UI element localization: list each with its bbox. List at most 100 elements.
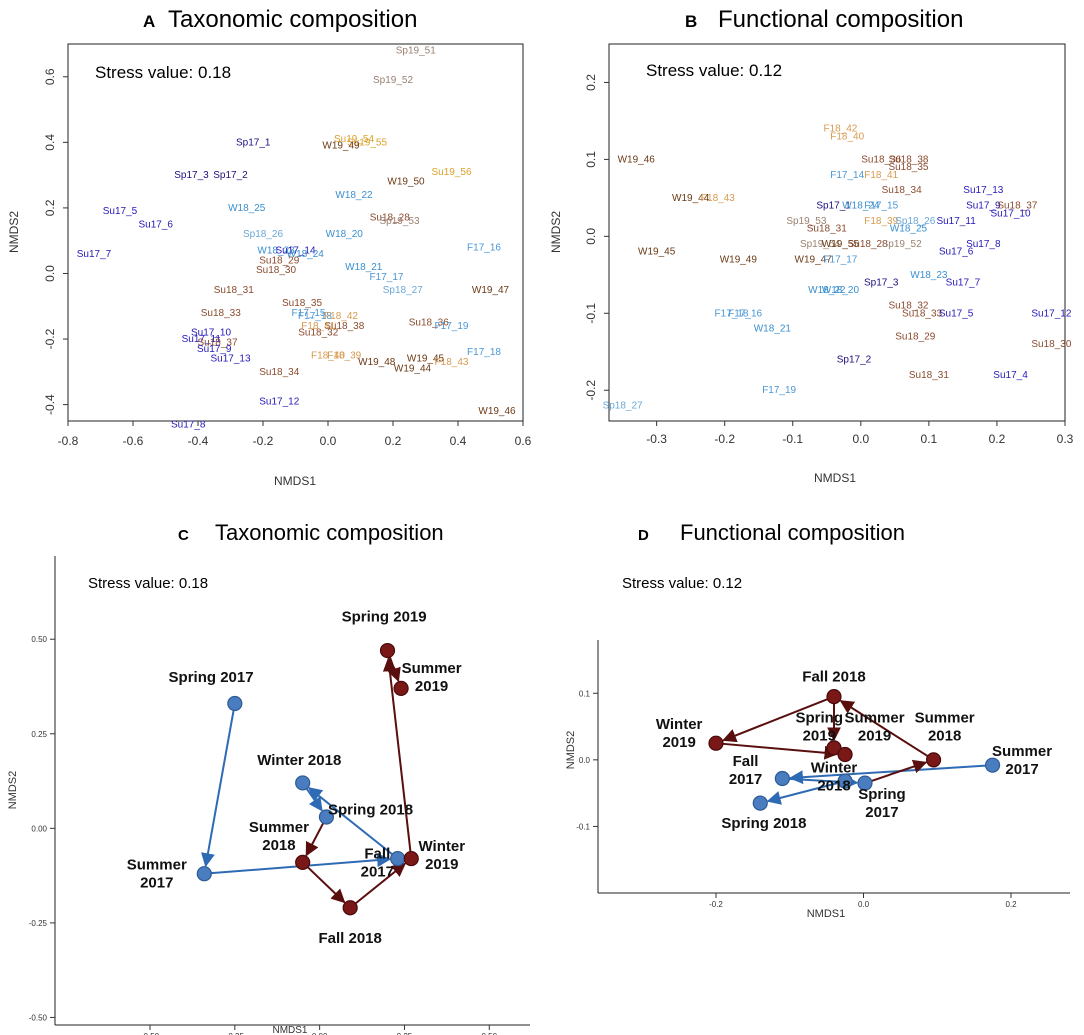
season-point (837, 746, 853, 763)
y-tick-label: 0.1 (584, 151, 598, 168)
season-point (342, 900, 358, 916)
trajectory-arrow (766, 781, 839, 805)
x-tick-label: -0.4 (188, 434, 209, 448)
sample-point-label: Su18_31 (214, 285, 254, 296)
sample-point-label: Su17_11 (936, 216, 976, 227)
sample-point-label: Sp18_27 (383, 285, 423, 296)
sample-point-label: Su18_38 (324, 321, 364, 332)
y-tick-label: 0.2 (584, 74, 598, 91)
season-label: 2017 (140, 875, 173, 892)
sample-point-label: Su18_30 (256, 265, 296, 276)
sample-point-label: Su18_31 (909, 370, 949, 381)
sample-point-label: W18_23 (257, 246, 295, 257)
x-tick-label: 0.0 (320, 434, 337, 448)
season-label: Winter 2018 (257, 752, 341, 769)
y-tick-label: 0.00 (31, 824, 47, 833)
y-tick-label: -0.4 (43, 394, 57, 415)
trajectory-arrow (387, 656, 401, 683)
season-label: Spring 2017 (169, 669, 254, 686)
x-tick-label: 0.2 (385, 434, 402, 448)
y-tick-label: 0.4 (43, 134, 57, 151)
sample-point-label: Su18_31 (807, 224, 847, 235)
season-point (984, 757, 1001, 773)
sample-point-label: W19_55 (822, 239, 860, 250)
sample-point-label: W18_23 (910, 270, 948, 281)
sample-point-label: W19_50 (387, 177, 425, 188)
panel-c-letter: C (178, 527, 189, 544)
sample-point-label: Su18_36 (409, 318, 449, 329)
season-point (318, 809, 335, 825)
sample-point-label: W18_25 (890, 224, 928, 235)
sample-point-label: Su18_29 (895, 331, 935, 342)
trajectory-arrow (305, 788, 323, 812)
panel-b-letter: B (685, 12, 697, 31)
sample-point-label: Su17_9 (197, 344, 232, 355)
sample-point-label: Sp19_51 (396, 46, 436, 57)
sample-point-label: W18_21 (754, 324, 792, 335)
season-label: Spring 2019 (342, 609, 427, 626)
y-tick-label: 0.6 (43, 68, 57, 85)
sample-point-label: W19_48 (358, 357, 396, 368)
sample-point-label: Su17_7 (946, 278, 981, 289)
x-tick-label: -0.6 (123, 434, 144, 448)
sample-point-label: Sp17_2 (213, 170, 248, 181)
sample-point-label: Su17_6 (139, 219, 174, 230)
x-tick-label: 0.0 (852, 432, 869, 446)
x-tick-label: -0.2 (709, 900, 723, 909)
panel-b-plot-area (608, 43, 1066, 422)
panel-b-stress: Stress value: 0.12 (646, 61, 782, 80)
panel-b: B Functional composition Stress value: 0… (549, 6, 1074, 485)
sample-point-label: Su19_55 (347, 137, 387, 148)
sample-point-label: Su18_34 (259, 367, 299, 378)
season-point (857, 775, 873, 791)
sample-point-label: Su18_36 (861, 154, 901, 165)
season-point (752, 795, 768, 811)
season-label: Summer (992, 743, 1052, 760)
sample-point-label: Su18_32 (888, 301, 928, 312)
y-tick-label: 0.2 (43, 199, 57, 216)
season-label: 2017 (361, 863, 394, 880)
season-point (403, 850, 419, 867)
sample-point-label: F18_41 (301, 321, 335, 332)
trajectory-arrow (307, 866, 346, 904)
sample-point-label: Su17_8 (171, 419, 206, 430)
trajectory-arrow (722, 742, 839, 760)
season-label: 2019 (858, 728, 891, 745)
trajectory-arrow (788, 764, 986, 785)
sample-point-label: F18_42 (823, 124, 857, 135)
season-label: Winter (656, 716, 703, 733)
season-label: Winter (419, 838, 466, 855)
y-tick-label: -0.50 (29, 1013, 48, 1022)
sample-point-label: Sp19_53 (786, 216, 826, 227)
season-label: 2019 (415, 678, 448, 695)
sample-point-label: F17_16 (467, 242, 501, 253)
trajectory-arrow (722, 698, 828, 743)
season-point (925, 752, 942, 768)
panel-a-ylabel: NMDS2 (7, 211, 21, 253)
sample-point-label: Sp19_53 (379, 216, 419, 227)
panel-d: D Functional composition Stress value: 0… (565, 520, 1070, 920)
x-tick-label: -0.2 (253, 434, 274, 448)
season-point (295, 775, 311, 791)
panel-a-xlabel: NMDS1 (274, 474, 316, 488)
sample-point-label: F17_14 (830, 170, 864, 181)
panel-d-letter: D (638, 527, 649, 544)
season-label: Fall 2018 (802, 669, 865, 686)
sample-point-label: F18_43 (435, 357, 469, 368)
season-label: Fall 2018 (318, 930, 381, 947)
season-label: 2018 (817, 777, 850, 794)
sample-point-label: F18_40 (830, 131, 864, 142)
sample-point-label: Su17_12 (259, 396, 299, 407)
y-tick-label: 0.50 (31, 635, 47, 644)
season-label: Fall (733, 753, 759, 770)
sample-point-label: Sp17_1 (236, 137, 271, 148)
sample-point-label: Su18_30 (1031, 339, 1071, 350)
panel-b-title: Functional composition (718, 6, 963, 33)
sample-point-label: Su18_32 (298, 327, 338, 338)
trajectory-arrow (355, 862, 407, 905)
sample-point-label: F17_19 (762, 385, 796, 396)
season-point (227, 695, 243, 712)
panel-c: C Taxonomic composition Stress value: 0.… (7, 520, 530, 1035)
trajectory-arrow (839, 700, 929, 757)
sample-point-label: W19_46 (478, 406, 516, 417)
